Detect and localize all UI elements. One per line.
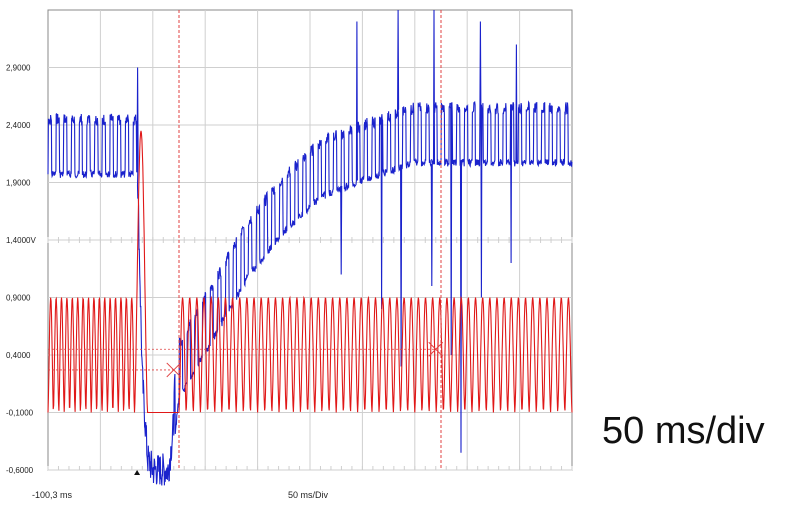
- trace-2-red: [47, 130, 573, 414]
- time-start-label: -100,3 ms: [32, 490, 73, 500]
- y-tick-label: 1,9000: [6, 179, 31, 188]
- y-tick-label: -0,6000: [6, 466, 34, 475]
- y-tick-label: 0,4000: [6, 351, 31, 360]
- timebase-caption: 50 ms/div: [602, 410, 765, 452]
- trigger-marker-icon: [134, 470, 141, 475]
- scope-cursors: [48, 10, 444, 470]
- cursor-cross-marker-icon: [166, 362, 182, 378]
- scope-labels: 2,9000 2,4000 1,9000 1,4000V 0,9000 0,4000 -0,…: [6, 64, 141, 475]
- scope-traces: [47, 9, 573, 486]
- y-tick-label: 2,9000: [6, 64, 31, 73]
- y-tick-label: 0,9000: [6, 294, 31, 303]
- cursor-cross-marker-icon: [428, 341, 444, 357]
- y-tick-label: 1,4000V: [6, 236, 36, 245]
- trace-1-blue: [47, 9, 573, 486]
- y-tick-label: 2,4000: [6, 121, 31, 130]
- scope-grid: [47, 9, 573, 471]
- time-scale-label: 50 ms/Div: [288, 490, 329, 500]
- y-tick-label: -0,1000: [6, 409, 34, 418]
